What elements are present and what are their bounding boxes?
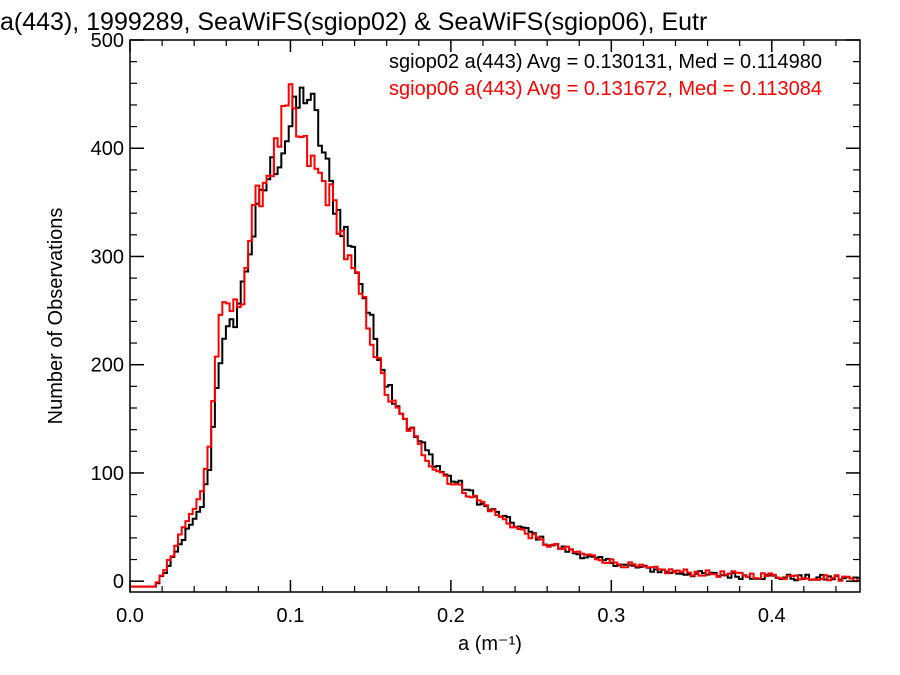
y-tick-label: 500: [91, 30, 124, 52]
chart-title: a(443), 1999289, SeaWiFS(sgiop02) & SeaW…: [0, 8, 707, 36]
x-tick-label: 0.0: [116, 605, 144, 627]
y-axis-label: Number of Observations: [45, 208, 67, 425]
legend-entry-sgiop06: sgiop06 a(443) Avg = 0.131672, Med = 0.1…: [389, 78, 822, 100]
y-tick-label: 300: [91, 246, 124, 268]
y-tick-label: 200: [91, 355, 124, 377]
plot-frame: [129, 39, 861, 593]
series-layer: [130, 83, 860, 588]
x-axis-label: a (m⁻¹): [458, 633, 522, 655]
legend-entry-sgiop02: sgiop02 a(443) Avg = 0.130131, Med = 0.1…: [389, 51, 822, 73]
x-tick-label: 0.3: [597, 605, 625, 627]
x-tick-label: 0.2: [437, 605, 465, 627]
tick-layer: 0.0 0.1 0.2 0.3 0.4 0 100 200 300 400 500: [91, 30, 860, 627]
series-line-sgiop06: [130, 83, 860, 588]
y-tick-label: 100: [91, 463, 124, 485]
y-tick-label: 0: [113, 571, 124, 593]
x-tick-label: 0.4: [758, 605, 786, 627]
x-tick-label: 0.1: [277, 605, 305, 627]
y-tick-label: 400: [91, 138, 124, 160]
